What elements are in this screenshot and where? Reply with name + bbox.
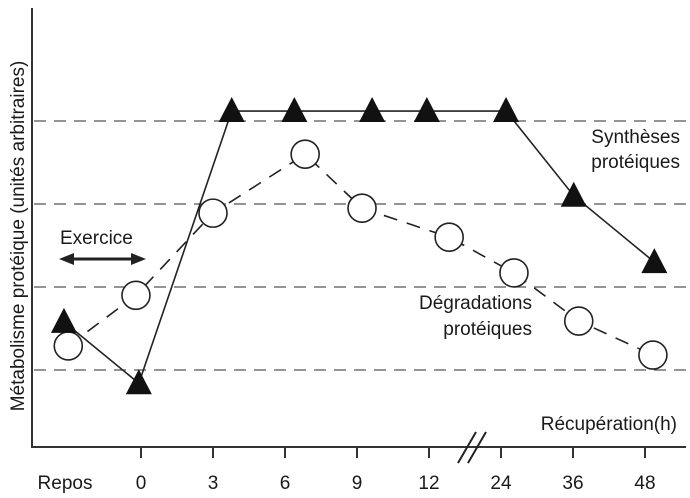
synthesis-point: [125, 369, 152, 395]
synthesis-line: [63, 110, 655, 385]
degradation-point: [53, 331, 84, 361]
degradation-point: [499, 258, 529, 288]
exercise-label: Exercice: [60, 228, 133, 249]
synthesis-label-line2: protéiques: [591, 152, 680, 173]
x-tick-label: 48: [634, 473, 655, 494]
axis-break-icon: [457, 431, 487, 464]
degradation-point: [563, 306, 594, 336]
synthesis-point: [413, 97, 440, 123]
synthesis-point: [641, 248, 668, 274]
degradation-label-line2: protéiques: [443, 319, 532, 340]
exercise-double-arrow-icon: [59, 253, 146, 265]
x-tick-label: 3: [208, 473, 219, 494]
degradation-point: [638, 340, 668, 370]
y-axis-label: Métabolisme protéique (unités arbitraire…: [8, 61, 29, 412]
degradation-point: [121, 280, 151, 311]
degradation-label-line1: Dégradations: [419, 293, 532, 314]
x-tick-label: 9: [352, 473, 363, 494]
degradation-point: [347, 193, 377, 223]
x-tick-label: 12: [418, 473, 439, 494]
degradation-point: [198, 198, 228, 228]
synthesis-point: [281, 97, 308, 123]
synthesis-point: [218, 97, 245, 123]
x-tick-label: 36: [562, 473, 583, 494]
x-tick-label: 0: [136, 473, 147, 494]
synthesis-point: [50, 307, 77, 333]
x-tick-label: 6: [280, 473, 291, 494]
degradation-point: [434, 222, 464, 252]
synthesis-point: [359, 97, 386, 123]
x-tick-label: 24: [490, 473, 512, 494]
synthesis-label-line1: Synthèses: [591, 127, 680, 148]
synthesis-point: [493, 97, 520, 123]
x-tick-label: Repos: [38, 473, 93, 494]
degradation-point: [290, 139, 320, 169]
x-axis-label: Récupération(h): [541, 414, 677, 435]
synthesis-point: [560, 181, 587, 207]
